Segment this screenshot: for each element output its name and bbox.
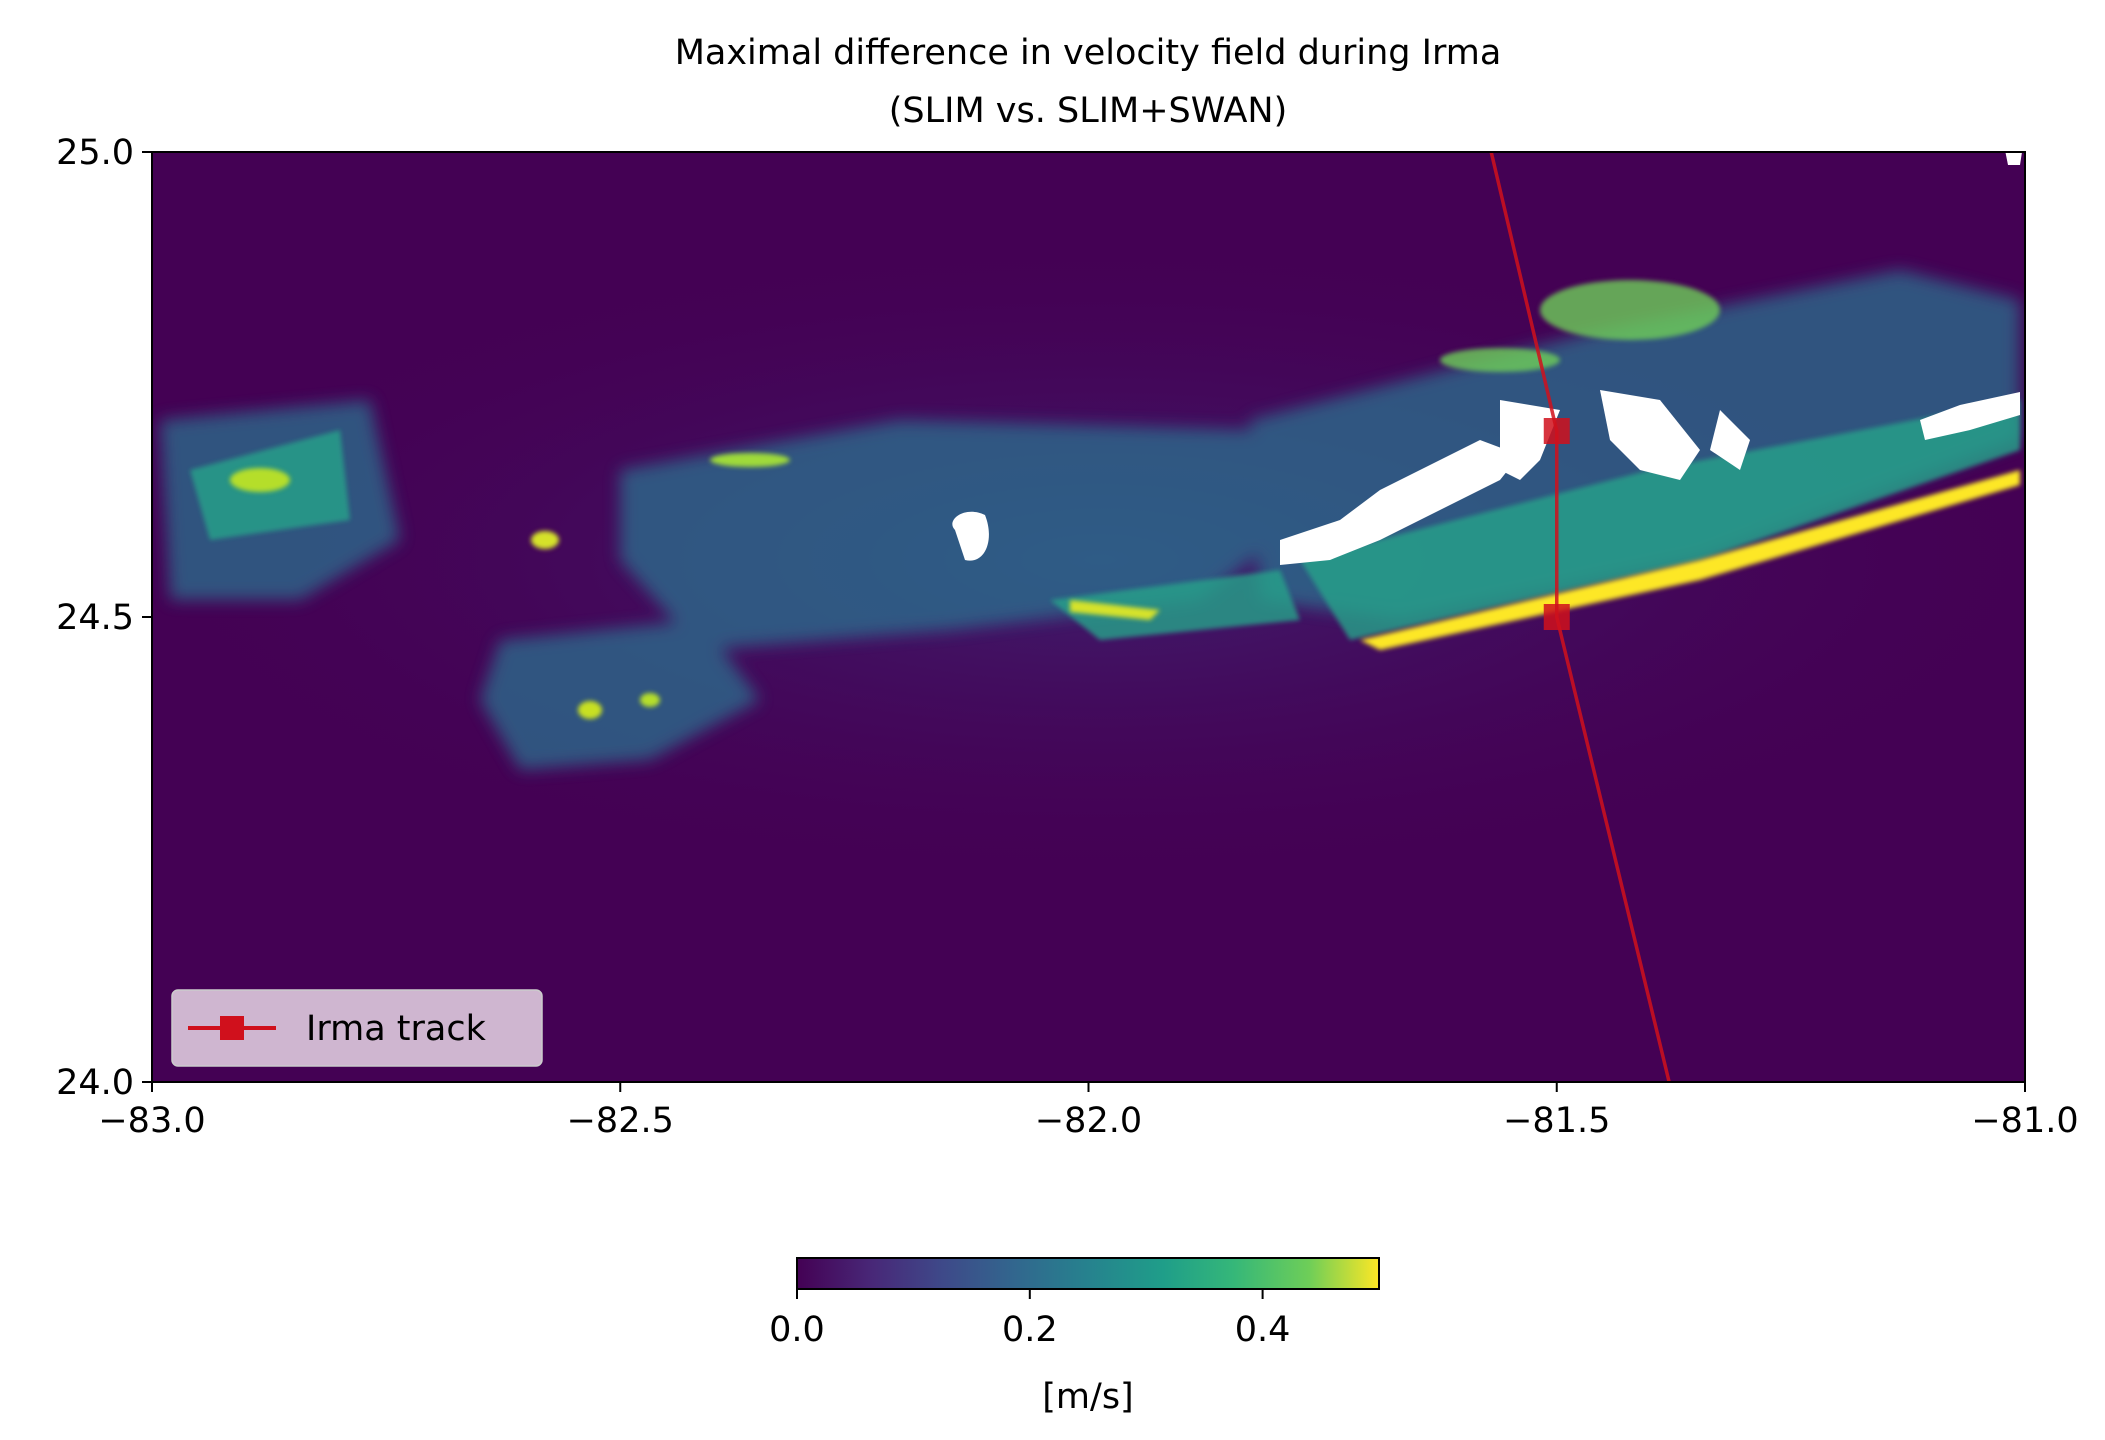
x-tick-label: −83.0 (98, 1101, 205, 1141)
colorbar-tick-label: 0.2 (1002, 1310, 1058, 1350)
x-tick-label: −81.0 (1971, 1101, 2078, 1141)
colorbar: 0.0 0.2 0.4 [m/s] (769, 1257, 1380, 1417)
colorbar-tick-label: 0.4 (1235, 1310, 1291, 1350)
irma-track (1489, 152, 1671, 1082)
y-tick-label: 24.0 (56, 1063, 134, 1103)
x-axis: −83.0 −82.5 −82.0 −81.5 −81.0 (98, 1082, 2079, 1141)
heatmap-high-values (230, 280, 2020, 719)
x-tick-label: −82.5 (567, 1101, 674, 1141)
legend-box (171, 989, 543, 1067)
heatmap-band-diffuse (160, 270, 2020, 770)
legend-label: Irma track (306, 1009, 487, 1049)
legend-track-marker (220, 1016, 244, 1040)
y-axis: 24.0 24.5 25.0 (56, 133, 152, 1103)
heatmap-field (152, 152, 2025, 1082)
heatmap-band-mid (190, 400, 2020, 640)
land-mask (952, 152, 2022, 565)
colorbar-tick-label: 0.0 (769, 1310, 825, 1350)
y-tick-label: 25.0 (56, 133, 134, 173)
legend: Irma track (171, 989, 543, 1067)
colorbar-gradient (796, 1257, 1380, 1290)
irma-track-line (1489, 152, 1671, 1082)
y-tick-label: 24.5 (56, 598, 134, 638)
chart-title-line2: (SLIM vs. SLIM+SWAN) (889, 91, 1287, 131)
colorbar-label: [m/s] (1042, 1377, 1133, 1417)
x-tick-label: −82.0 (1035, 1101, 1142, 1141)
track-marker (1543, 604, 1570, 630)
track-marker (1543, 418, 1570, 444)
chart-title-line1: Maximal difference in velocity field dur… (675, 33, 1502, 73)
x-tick-label: −81.5 (1503, 1101, 1610, 1141)
